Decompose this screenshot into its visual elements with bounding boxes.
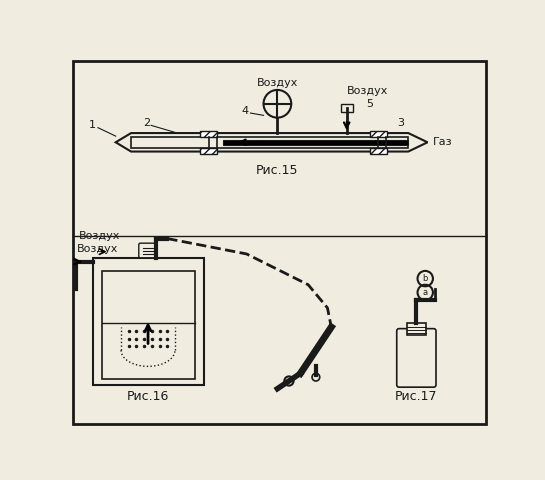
Bar <box>102 271 195 379</box>
Text: Рис.16: Рис.16 <box>127 390 169 403</box>
FancyBboxPatch shape <box>397 329 436 387</box>
Text: 5: 5 <box>366 99 373 109</box>
Text: Воздух: Воздух <box>347 86 388 96</box>
Text: 4: 4 <box>241 107 249 117</box>
Text: Воздух: Воздух <box>77 243 119 253</box>
Text: Рис.15: Рис.15 <box>256 164 299 177</box>
Text: Газ: Газ <box>433 137 452 147</box>
Bar <box>223 140 408 145</box>
FancyBboxPatch shape <box>139 243 158 258</box>
Text: 2: 2 <box>143 118 150 128</box>
Text: Воздух: Воздух <box>78 231 120 241</box>
Text: 3: 3 <box>397 118 404 128</box>
Bar <box>131 137 408 148</box>
Bar <box>201 131 217 137</box>
Bar <box>201 148 217 154</box>
Text: b: b <box>422 274 428 283</box>
Text: 1: 1 <box>89 120 96 131</box>
Bar <box>407 323 426 335</box>
Text: Рис.17: Рис.17 <box>395 390 437 403</box>
Bar <box>370 148 387 154</box>
Text: Воздух: Воздух <box>257 78 298 88</box>
Bar <box>93 258 204 385</box>
Bar <box>341 104 353 111</box>
Text: a: a <box>423 288 428 297</box>
FancyBboxPatch shape <box>72 60 486 424</box>
Bar <box>370 131 387 137</box>
